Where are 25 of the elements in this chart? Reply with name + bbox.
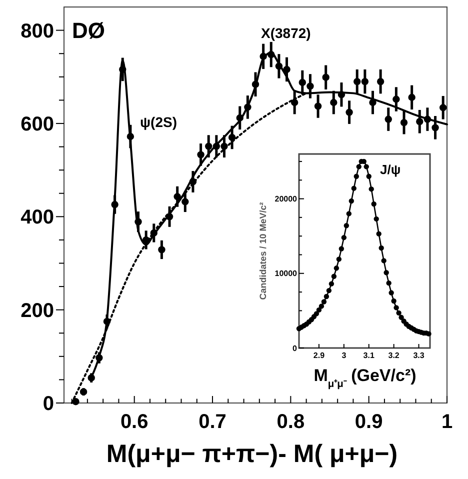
annotation: X(3872) [261, 25, 311, 41]
y-tick-label: 400 [20, 206, 54, 229]
y-tick-label: 200 [20, 300, 54, 322]
y-axis-title: Candidates / 10 MeV/c² [258, 202, 268, 300]
y-tick-label: 0 [292, 344, 298, 353]
x-tick-label: 0.6 [120, 411, 148, 433]
x-axis-title: M$_{μ⁺μ⁻}$ (GeV/c²) [314, 366, 416, 390]
x-tick-label: 3.2 [388, 351, 400, 360]
x-tick-label: 3 [342, 351, 347, 360]
x-tick-label: 3.3 [413, 351, 425, 360]
x-axis-title: M(μ+μ− π+π−)- M( μ+μ−) [106, 440, 398, 468]
x-tick-label: 3.1 [363, 351, 375, 360]
annotation: DØ [72, 18, 105, 43]
annotation: J/ψ [380, 162, 401, 177]
y-tick-label: 800 [20, 20, 54, 42]
x-tick-label: 2.9 [313, 351, 326, 360]
annotation: ψ(2S) [140, 114, 177, 130]
x-tick-label: 0.7 [198, 411, 226, 433]
y-tick-label: 0 [42, 393, 54, 415]
y-tick-label: 10000 [274, 269, 298, 278]
x-tick-label: 0.9 [354, 411, 383, 433]
x-tick-label: 1 [441, 411, 453, 433]
y-tick-label: 20000 [274, 194, 298, 204]
x-tick-label: 0.8 [276, 411, 305, 433]
y-tick-label: 600 [20, 113, 54, 136]
